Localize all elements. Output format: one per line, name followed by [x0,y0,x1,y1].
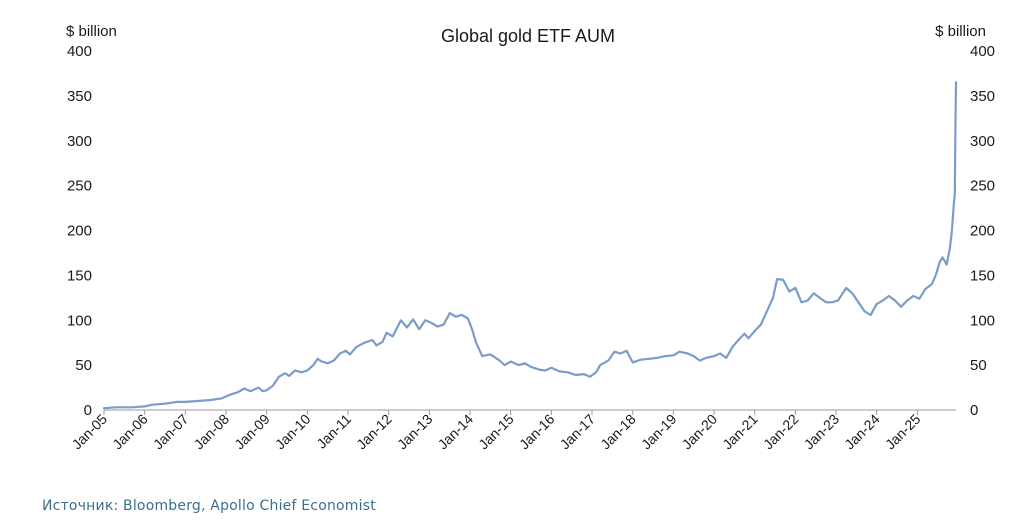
x-tick-label: Jan-08 [191,411,233,453]
x-tick-label: Jan-24 [841,411,883,453]
y-tick-right-label: 300 [970,133,995,150]
y-tick-right-label: 100 [970,312,995,329]
x-tick-label: Jan-12 [353,411,395,453]
x-tick-label: Jan-09 [231,411,273,453]
series-line-gold-etf-aum [102,81,958,410]
y-tick-right-label: 200 [970,223,995,240]
y-axis-left: 0 50 100 150 200 250 300 350 400 [67,43,92,419]
x-tick-label: Jan-23 [801,411,843,453]
x-tick-label: Jan-22 [760,411,802,453]
y-tick-right-label: 350 [970,88,995,105]
y-tick-left-label: 150 [67,267,92,284]
x-tick-label: Jan-17 [557,411,599,453]
chart-title: Global gold ETF AUM [441,26,615,46]
y-tick-right-label: 50 [970,357,987,374]
x-tick-label: Jan-06 [109,411,151,453]
y-tick-left-label: 50 [75,357,92,374]
x-tick-label: Jan-15 [475,411,517,453]
x-tick-label: Jan-19 [638,411,680,453]
y-axis-right-unit: $ billion [935,23,986,40]
x-tick-label: Jan-21 [719,411,761,453]
y-tick-left-label: 400 [67,43,92,60]
x-tick-label: Jan-07 [150,411,192,453]
y-tick-right-label: 0 [970,402,978,419]
y-tick-right-label: 150 [970,267,995,284]
x-tick-label: Jan-10 [272,411,314,453]
y-tick-left-label: 200 [67,223,92,240]
y-tick-right-label: 400 [970,43,995,60]
x-tick-label: Jan-13 [394,411,436,453]
y-tick-left-label: 250 [67,178,92,195]
x-tick-label: Jan-11 [313,411,354,452]
y-axis-right: 0 50 100 150 200 250 300 350 400 [970,43,995,419]
y-tick-left-label: 350 [67,88,92,105]
y-axis-left-unit: $ billion [66,23,117,40]
x-tick-label: Jan-14 [435,411,477,453]
x-tick-label: Jan-16 [516,411,558,453]
y-tick-left-label: 100 [67,312,92,329]
x-tick-label: Jan-25 [882,411,924,453]
y-tick-right-label: 250 [970,178,995,195]
x-tick-label: Jan-20 [679,411,721,453]
source-note: Источник: Bloomberg, Apollo Chief Econom… [42,498,376,514]
y-tick-left-label: 0 [84,402,92,419]
x-axis: Jan-05 Jan-06 Jan-07 Jan-08 Jan-09 Jan-10 Jan-… [69,410,924,452]
y-tick-left-label: 300 [67,133,92,150]
x-tick-label: Jan-18 [597,411,639,453]
